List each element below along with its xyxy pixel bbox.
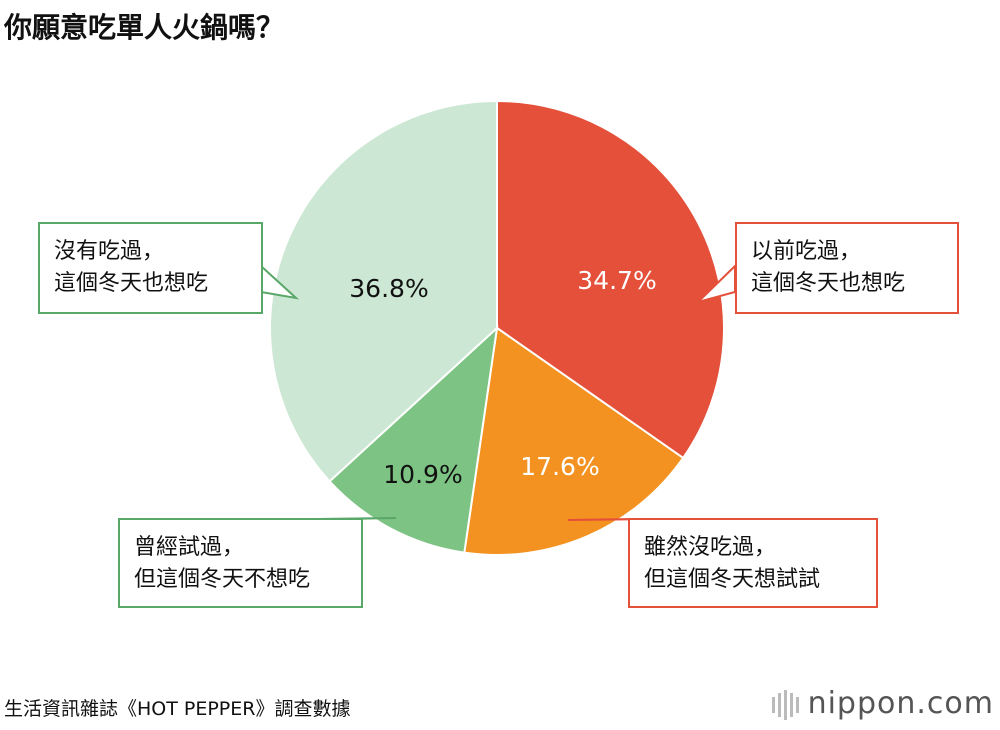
value-label: 36.8% <box>349 274 428 303</box>
chart-title: 你願意吃單人火鍋嗎？ <box>4 11 285 44</box>
pie-slice <box>496 99 725 460</box>
value-label: 34.7% <box>577 266 656 295</box>
brand: nippon.com <box>807 686 994 721</box>
value-label: 17.6% <box>520 452 599 481</box>
brand-icon <box>772 690 799 720</box>
category-label: 沒有吃過， 這個冬天也想吃 <box>38 222 263 314</box>
pie-slice <box>269 99 498 483</box>
category-label: 曾經試過， 但這個冬天不想吃 <box>118 518 363 608</box>
pie <box>269 99 725 556</box>
category-label: 雖然沒吃過， 但這個冬天想試試 <box>628 518 878 608</box>
source-note: 生活資訊雜誌《HOT PEPPER》調查數據 <box>4 698 351 720</box>
pie-slice <box>463 326 685 556</box>
value-label: 10.9% <box>383 460 462 489</box>
pie-slice <box>328 325 499 554</box>
category-label: 以前吃過， 這個冬天也想吃 <box>735 222 959 314</box>
